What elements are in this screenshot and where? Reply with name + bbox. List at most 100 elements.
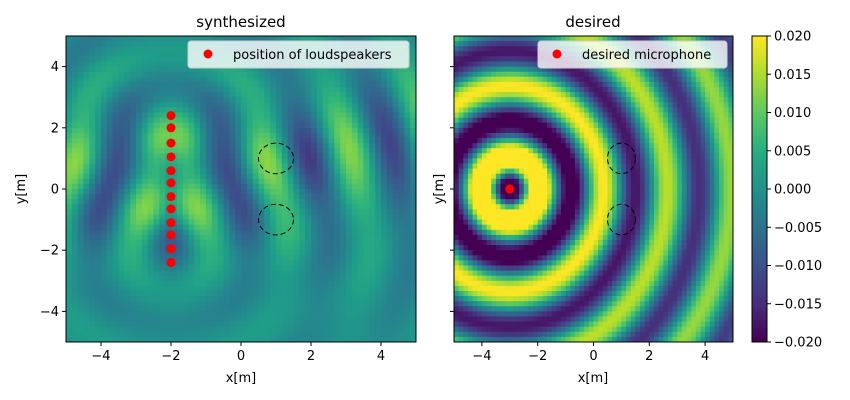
heatmap-cell: [375, 153, 382, 159]
heatmap-cell: [147, 296, 155, 302]
heatmap-cell: [118, 153, 125, 159]
heatmap-cell: [346, 331, 353, 338]
heatmap-cell: [147, 132, 155, 139]
heatmap-cell: [223, 183, 230, 190]
heatmap-cell: [607, 87, 613, 93]
heatmap-cell: [714, 107, 720, 114]
heatmap-cell: [66, 158, 73, 165]
heatmap-cell: [334, 291, 341, 297]
heatmap-cell: [410, 92, 416, 98]
heatmap-cell: [602, 122, 609, 129]
heatmap-cell: [340, 36, 347, 42]
heatmap-cell: [112, 204, 120, 210]
heatmap-cell: [404, 326, 411, 333]
heatmap-cell: [542, 81, 548, 88]
heatmap-cell: [386, 127, 394, 134]
heatmap-cell: [270, 240, 277, 246]
heatmap-cell: [351, 311, 359, 318]
heatmap-cell: [404, 189, 411, 195]
heatmap-cell: [381, 71, 388, 78]
heatmap-cell: [217, 189, 225, 195]
heatmap-cell: [217, 301, 225, 307]
heatmap-cell: [246, 117, 254, 124]
heatmap-cell: [398, 92, 405, 98]
heatmap-cell: [723, 143, 729, 149]
heatmap-cell: [165, 306, 172, 312]
heatmap-cell: [159, 97, 166, 103]
heatmap-cell: [398, 214, 405, 221]
heatmap-cell: [404, 296, 411, 302]
heatmap-cell: [106, 321, 114, 328]
heatmap-cell: [77, 173, 85, 180]
heatmap-cell: [514, 117, 520, 124]
heatmap-cell: [381, 275, 388, 282]
heatmap-cell: [130, 102, 137, 108]
heatmap-cell: [381, 260, 388, 267]
heatmap-cell: [363, 194, 370, 200]
heatmap-cell: [223, 336, 230, 342]
heatmap-cell: [369, 306, 376, 312]
heatmap-cell: [252, 219, 260, 226]
heatmap-cell: [118, 81, 125, 88]
heatmap-cell: [472, 117, 478, 124]
heatmap-cell: [381, 301, 388, 307]
heatmap-cell: [328, 112, 335, 119]
heatmap-cell: [500, 127, 506, 134]
heatmap-cell: [246, 138, 254, 144]
heatmap-cell: [95, 265, 102, 272]
heatmap-cell: [264, 153, 271, 159]
heatmap-cell: [322, 321, 330, 328]
heatmap-cell: [200, 97, 207, 103]
heatmap-cell: [728, 61, 733, 68]
heatmap-cell: [311, 194, 318, 200]
heatmap-cell: [542, 87, 548, 93]
heatmap-cell: [486, 143, 492, 149]
heatmap-cell: [500, 41, 506, 47]
heatmap-cell: [404, 71, 411, 78]
heatmap-cell: [276, 138, 283, 144]
heatmap-cell: [270, 306, 277, 312]
heatmap-cell: [328, 270, 335, 277]
heatmap-cell: [640, 107, 646, 114]
heatmap-cell: [616, 138, 622, 144]
heatmap-cell: [182, 336, 190, 342]
heatmap-cell: [252, 158, 260, 165]
heatmap-cell: [246, 168, 254, 175]
heatmap-cell: [398, 66, 405, 73]
heatmap-cell: [171, 56, 178, 63]
heatmap-cell: [547, 112, 553, 119]
heatmap-cell: [311, 306, 318, 312]
heatmap-cell: [106, 163, 114, 170]
heatmap-cell: [200, 158, 207, 165]
heatmap-cell: [200, 214, 207, 221]
heatmap-cell: [182, 245, 190, 251]
heatmap-cell: [653, 127, 660, 134]
heatmap-cell: [136, 240, 143, 246]
heatmap-cell: [153, 107, 160, 114]
heatmap-cell: [472, 36, 478, 42]
heatmap-cell: [287, 173, 295, 180]
heatmap-cell: [101, 306, 108, 312]
heatmap-cell: [293, 229, 300, 236]
heatmap-cell: [124, 127, 131, 134]
heatmap-cell: [293, 275, 300, 282]
heatmap-cell: [635, 143, 641, 149]
heatmap-cell: [551, 66, 557, 73]
heatmap-cell: [77, 107, 85, 114]
heatmap-cell: [381, 316, 388, 323]
heatmap-cell: [311, 224, 318, 231]
heatmap-cell: [211, 112, 219, 119]
y-tick-label: 4: [51, 60, 59, 75]
heatmap-cell: [106, 204, 114, 210]
heatmap-cell: [621, 107, 627, 114]
heatmap-cell: [392, 183, 400, 190]
heatmap-cell: [106, 158, 114, 165]
heatmap-cell: [241, 234, 248, 241]
heatmap-cell: [89, 270, 96, 277]
heatmap-cell: [649, 138, 655, 144]
heatmap-cell: [458, 143, 464, 149]
heatmap-cell: [130, 311, 137, 318]
heatmap-cell: [77, 234, 85, 241]
heatmap-cell: [386, 229, 394, 236]
heatmap-cell: [346, 148, 353, 154]
